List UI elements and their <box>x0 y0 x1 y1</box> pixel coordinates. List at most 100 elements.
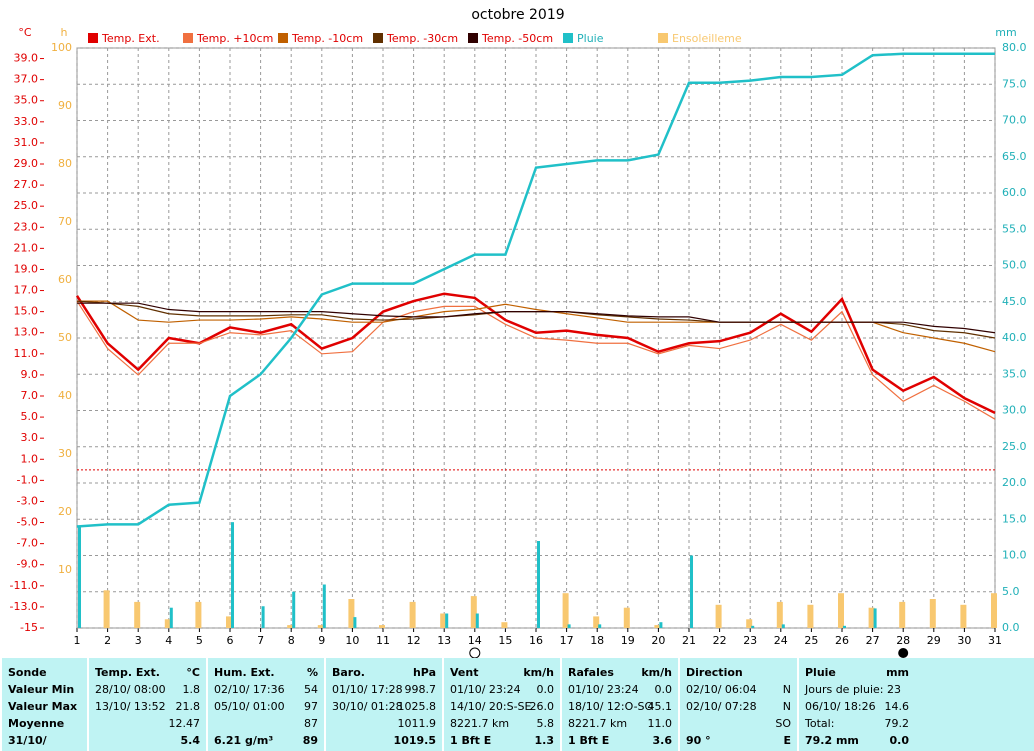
x-tick-label: 23 <box>743 634 757 647</box>
header-unit: km/h <box>641 666 672 679</box>
x-tick-label: 14 <box>468 634 482 647</box>
y2-tick-label: 75.0 <box>1002 77 1027 90</box>
table-row: 6.21 g/m³ 89 <box>214 733 318 749</box>
y3-tick-label: 60 <box>58 273 72 286</box>
y-tick-label: 11.0 <box>14 347 39 360</box>
x-tick-label: 7 <box>257 634 264 647</box>
y2-tick-label: 30.0 <box>1002 404 1027 417</box>
bar <box>562 593 569 628</box>
x-tick-label: 25 <box>804 634 818 647</box>
table-column: Direction 02/10/ 06:04 N 02/10/ 07:28 N SO 90 … <box>678 658 799 751</box>
table-header: Temp. Ext. °C <box>95 665 200 681</box>
y-tick-label: 13.0 <box>14 326 39 339</box>
y-tick-label: 17.0 <box>14 284 39 297</box>
cell-text: Moyenne <box>8 717 65 730</box>
cell-text: Total: <box>805 717 835 730</box>
cell-value: 1.8 <box>182 683 201 696</box>
x-tick-label: 31 <box>988 634 1002 647</box>
header-unit: km/h <box>523 666 554 679</box>
cell-text: 1 Bft E <box>450 734 492 747</box>
y-tick-label: -5.0 <box>17 516 38 529</box>
bar <box>322 584 326 628</box>
cell-text: 79.2 mm <box>805 734 859 747</box>
y-tick-label: -15 <box>20 621 38 634</box>
x-tick-label: 12 <box>407 634 421 647</box>
y2-tick-label: 60.0 <box>1002 186 1027 199</box>
cell-value: 45.1 <box>647 700 673 713</box>
x-tick-label: 17 <box>560 634 574 647</box>
x-tick-label: 27 <box>866 634 880 647</box>
x-tick-label: 11 <box>376 634 390 647</box>
y-tick-label: -3.0 <box>17 494 38 507</box>
bar <box>690 555 693 628</box>
table-row: 8221.7 km 11.0 <box>568 716 672 732</box>
table-header: Sonde <box>8 665 81 681</box>
x-tick-label: 28 <box>896 634 910 647</box>
bar <box>445 613 449 628</box>
cell-text: 6.21 g/m³ <box>214 734 274 747</box>
bar <box>746 619 753 628</box>
cell-value: 1019.5 <box>393 734 436 747</box>
x-tick-label: 22 <box>713 634 727 647</box>
table-row: Total: 79.2 <box>805 716 909 732</box>
cell-text: Jours de pluie: 23 <box>805 683 901 696</box>
y-tick-label: -13.0 <box>10 600 38 613</box>
cell-value: 97 <box>304 700 318 713</box>
bar <box>781 624 785 628</box>
bar <box>134 601 141 628</box>
table-column: Hum. Ext.% 02/10/ 17:36 54 05/10/ 01:00 97 87… <box>206 658 326 751</box>
cell-value: 14.6 <box>884 700 910 713</box>
cell-text: 01/10/ 23:24 <box>568 683 639 696</box>
cell-text: 02/10/ 07:28 <box>686 700 757 713</box>
y-tick-label: 15.0 <box>14 305 39 318</box>
table-row: Valeur Max <box>8 699 81 715</box>
bar <box>164 619 171 628</box>
legend-swatch <box>373 33 383 43</box>
cell-value: 54 <box>304 683 318 696</box>
x-tick-label: 21 <box>682 634 696 647</box>
cell-text: 02/10/ 06:04 <box>686 683 757 696</box>
x-tick-label: 3 <box>135 634 142 647</box>
summary-table: Sonde Valeur Min Valeur Max Moyenne 31/10/Te… <box>0 658 1034 751</box>
y-tick-label: 9.0 <box>21 368 39 381</box>
cell-value: 3.6 <box>652 734 673 747</box>
y-tick-label: -7.0 <box>17 537 38 550</box>
bar <box>873 608 877 628</box>
cell-value: 1011.9 <box>397 717 437 730</box>
table-column: Vent km/h 01/10/ 23:24 0.0 14/10/ 20:S-SE 26.… <box>442 658 562 751</box>
bar <box>776 601 783 628</box>
header-unit: % <box>306 666 318 679</box>
cell-text: 18/10/ 12:O-SO <box>568 700 654 713</box>
y2-tick-label: 5.0 <box>1002 585 1020 598</box>
bar <box>991 593 997 628</box>
table-column: Baro. hPa 01/10/ 17:28 998.7 30/10/ 01:28 102… <box>324 658 444 751</box>
table-column: Pluie mm Jours de pluie: 23 06/10/ 18:26 14.… <box>797 658 917 751</box>
bar <box>348 599 355 628</box>
x-tick-label: 24 <box>774 634 788 647</box>
table-row: 30/10/ 01:28 1025.8 <box>332 699 436 715</box>
x-tick-label: 4 <box>165 634 172 647</box>
line <box>77 302 996 334</box>
table-row: 14/10/ 20:S-SE 26.0 <box>450 699 554 715</box>
bar <box>654 625 661 628</box>
y2-tick-label: 40.0 <box>1002 331 1027 344</box>
legend-label: Temp. Ext. <box>101 32 160 45</box>
header-title: Baro. <box>332 666 365 679</box>
bar <box>78 526 81 628</box>
header-title: Rafales <box>568 666 614 679</box>
cell-text: 8221.7 km <box>450 717 510 730</box>
bar <box>593 616 600 628</box>
y3-tick-label: 70 <box>58 215 72 228</box>
y-tick-label: 33.0 <box>14 115 39 128</box>
legend-label: Pluie <box>577 32 604 45</box>
header-title: Vent <box>450 666 479 679</box>
x-tick-label: 13 <box>437 634 451 647</box>
cell-value: 12.47 <box>168 717 201 730</box>
cell-text: 13/10/ 13:52 <box>95 700 166 713</box>
bar <box>103 590 110 628</box>
bar <box>475 613 479 628</box>
x-tick-label: 5 <box>196 634 203 647</box>
bar <box>868 607 875 628</box>
bar <box>751 625 755 628</box>
y2-tick-label: 55.0 <box>1002 222 1027 235</box>
